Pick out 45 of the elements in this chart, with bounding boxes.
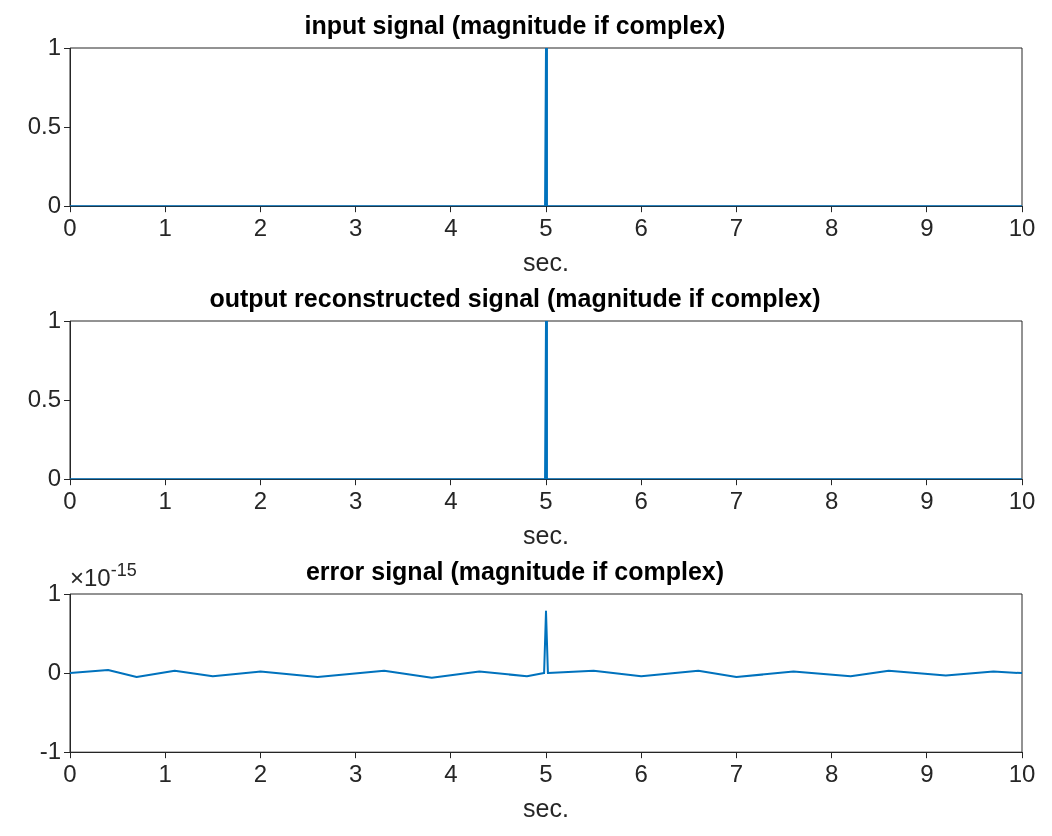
y-tick-label: 0 [47,463,61,491]
x-axis-title: sec. [523,520,569,549]
x-tick-label: 7 [729,214,744,242]
x-tick-label: 9 [920,487,934,515]
x-tick-label: 3 [348,487,363,515]
x-tick-label: 6 [634,487,648,515]
y-tick-label: 1 [47,32,61,60]
x-tick-label: 4 [444,487,458,515]
y-tick-label: 0.5 [27,111,61,139]
x-tick-label: 8 [824,760,839,788]
x-tick-label: 1 [158,487,172,515]
x-tick-label: 5 [539,214,553,242]
x-tick-label: 10 [1008,487,1036,515]
x-tick-label: 5 [539,487,553,515]
y-tick-label: -1 [39,736,61,764]
y-tick-label: 0 [47,190,61,218]
x-tick-label: 2 [253,214,268,242]
y-tick-label: 1 [47,305,61,333]
x-tick-label: 8 [824,487,839,515]
x-tick-label: 3 [348,760,363,788]
x-tick-label: 9 [920,760,934,788]
x-tick-label: 6 [634,760,648,788]
x-tick-label: 2 [253,487,268,515]
x-tick-label: 1 [158,760,172,788]
x-tick-label: 6 [634,214,648,242]
y-tick-label: 0 [47,657,61,685]
x-tick-label: 4 [444,214,458,242]
y-tick-label: 1 [47,578,61,606]
x-tick-label: 10 [1008,214,1036,242]
x-tick-label: 3 [348,214,363,242]
chart-title: error signal (magnitude if complex) [305,556,725,585]
x-tick-label: 4 [444,760,458,788]
x-tick-label: 2 [253,760,268,788]
x-tick-label: 5 [539,760,553,788]
x-tick-label: 8 [824,214,839,242]
chart-title: output reconstructed signal (magnitude if complex) [209,283,821,312]
y-tick-label: 0.5 [27,384,61,412]
x-tick-label: 10 [1008,760,1036,788]
x-tick-label: 1 [158,214,172,242]
x-tick-label: 7 [729,760,744,788]
x-tick-label: 9 [920,214,934,242]
x-axis-title: sec. [523,247,569,276]
x-axis-title: sec. [523,793,569,822]
x-tick-label: 7 [729,487,744,515]
chart-title: input signal (magnitude if complex) [304,10,726,39]
